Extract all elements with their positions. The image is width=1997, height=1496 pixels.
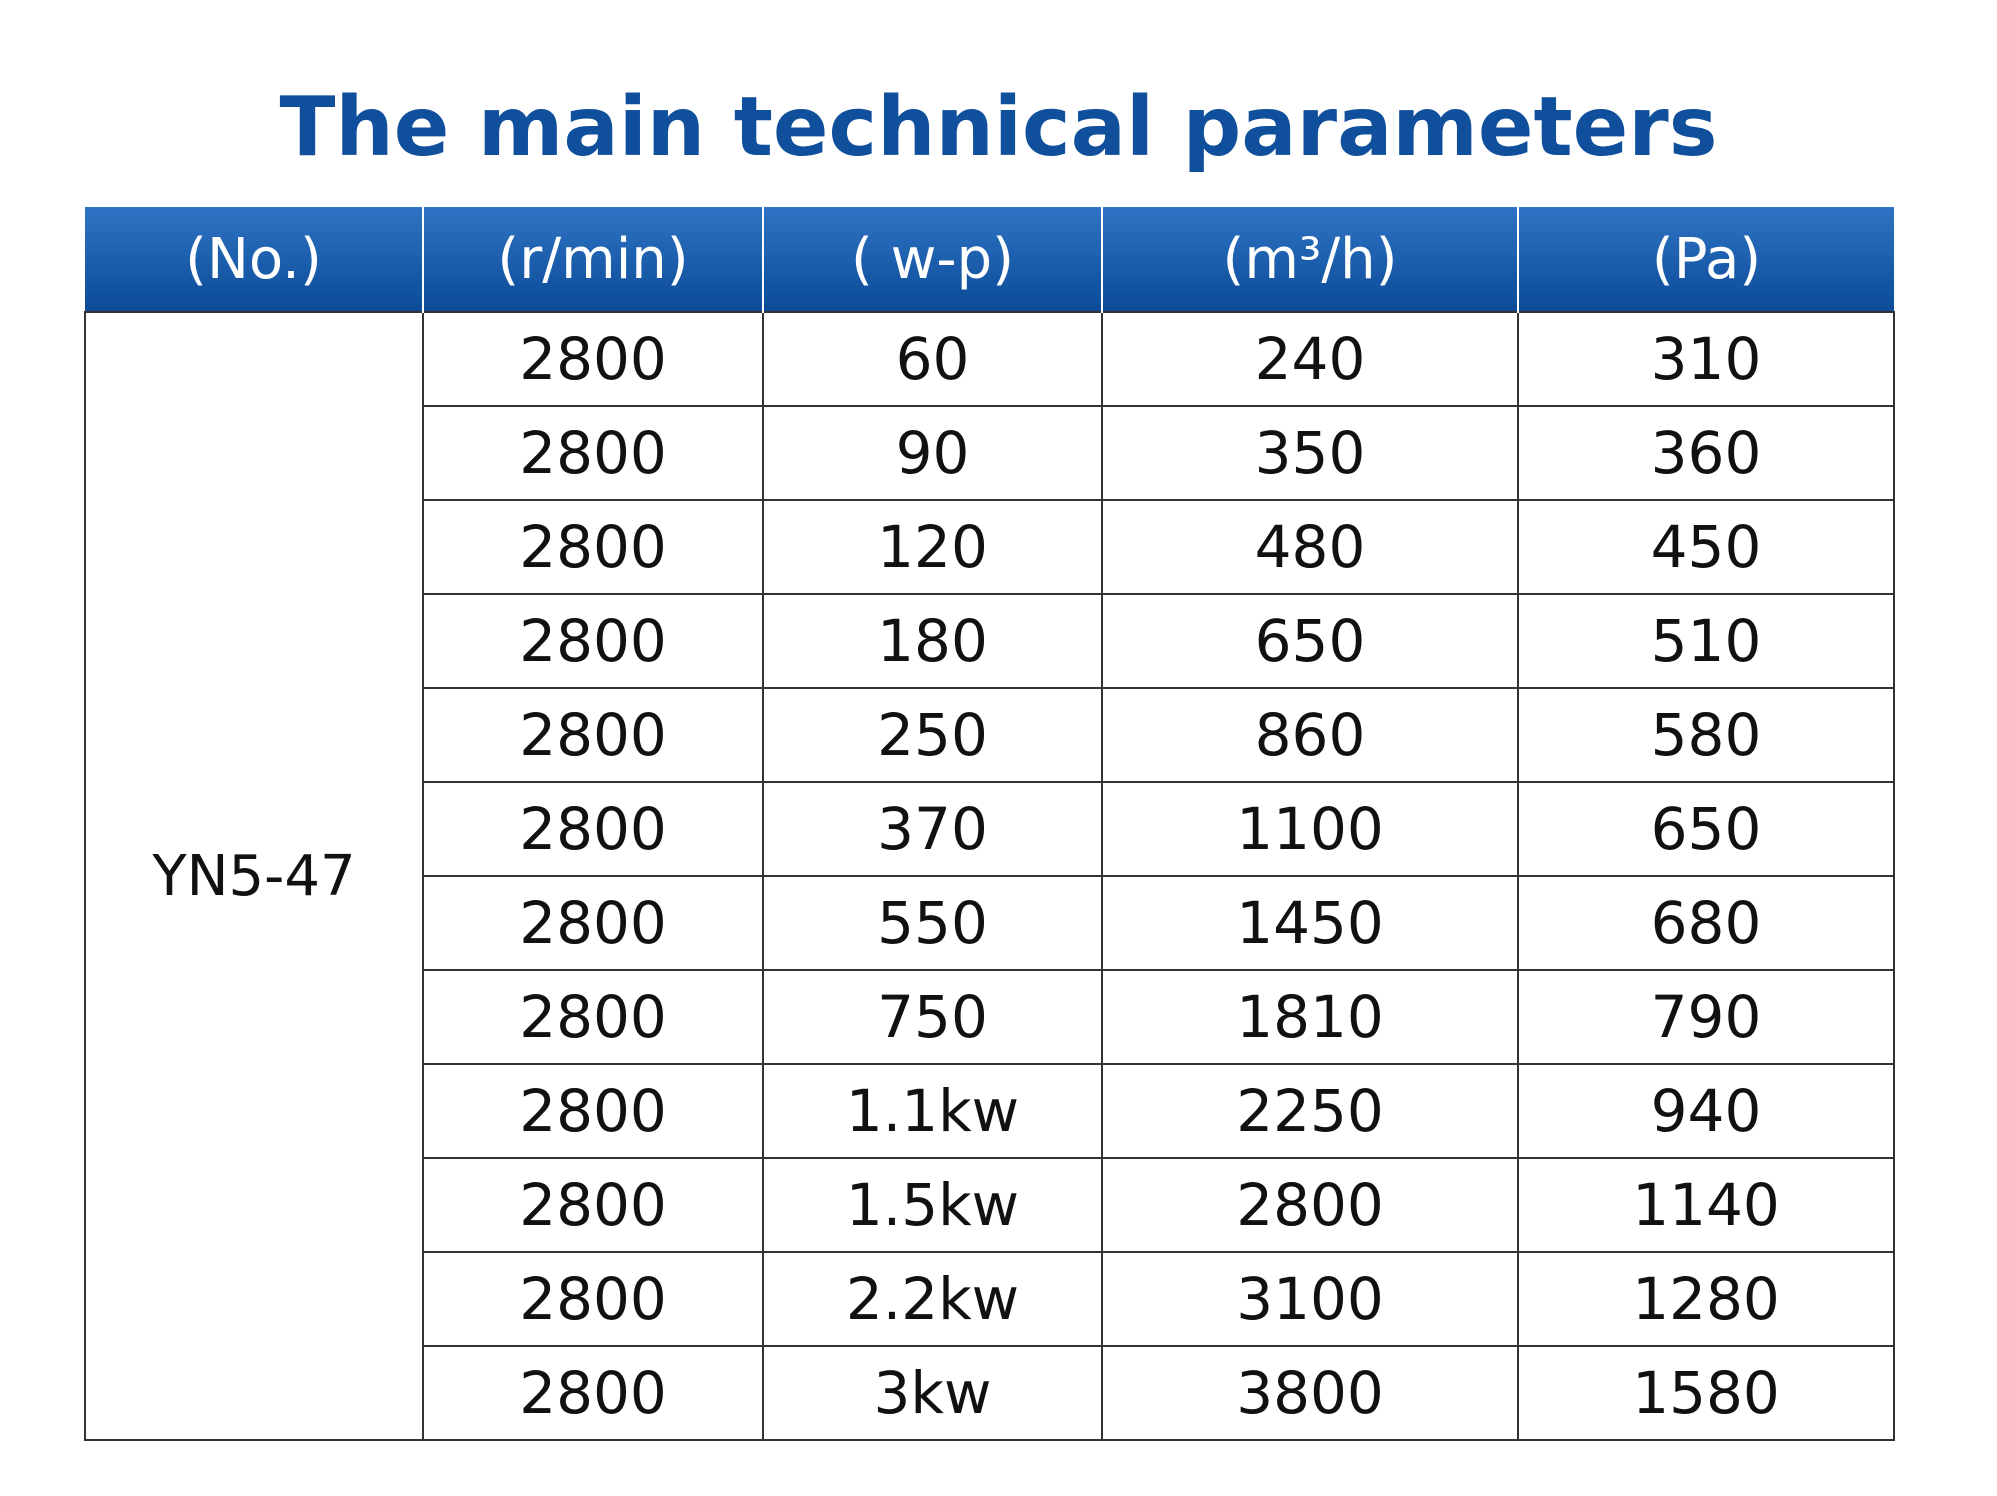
table-cell: 90 — [762, 405, 1103, 501]
table-cell: 360 — [1517, 405, 1895, 501]
table-cell: 480 — [1101, 499, 1519, 595]
table-cell: 860 — [1101, 687, 1519, 783]
table-cell: 2800 — [422, 593, 764, 689]
table-cell: 60 — [762, 311, 1103, 407]
table-cell: 2800 — [422, 1063, 764, 1159]
table-cell: 310 — [1517, 311, 1895, 407]
table-cell: 510 — [1517, 593, 1895, 689]
table-row: 2800 90 350 360 — [85, 405, 1895, 501]
table-cell: 1810 — [1101, 969, 1519, 1065]
table-cell: 250 — [762, 687, 1103, 783]
header-cell: ( w-p) — [762, 207, 1102, 312]
table-cell: 1140 — [1517, 1157, 1895, 1253]
table-cell: 650 — [1517, 781, 1895, 877]
table-row: 2800 750 1810 790 — [85, 969, 1895, 1065]
table-cell: 790 — [1517, 969, 1895, 1065]
table-row: 2800 1.1kw 2250 940 — [85, 1063, 1895, 1159]
table-cell: 680 — [1517, 875, 1895, 971]
table-cell: 2800 — [422, 781, 764, 877]
table-cell: 450 — [1517, 499, 1895, 595]
table-cell: 3800 — [1101, 1345, 1519, 1441]
table-row: 2800 250 860 580 — [85, 687, 1895, 783]
table-cell: 2800 — [422, 875, 764, 971]
header-cell: (m³/h) — [1101, 207, 1518, 312]
parameters-table: (No.) (r/min)( w-p) (m³/h) (Pa) YN5-47 2800 6… — [84, 207, 1895, 1441]
table-cell: 2.2kw — [762, 1251, 1103, 1347]
table-row: YN5-47 2800 60 240 310 — [84, 311, 1895, 1441]
table-cell: 3kw — [762, 1345, 1103, 1441]
table-cell: 180 — [762, 593, 1103, 689]
table-cell: 1450 — [1101, 875, 1519, 971]
header-cell: (r/min) — [422, 207, 763, 312]
table-cell: 350 — [1101, 405, 1519, 501]
table-cell: 3100 — [1101, 1251, 1519, 1347]
table-cell: 2800 — [422, 311, 764, 407]
table-cell: 2800 — [422, 405, 764, 501]
table-cell: 550 — [762, 875, 1103, 971]
model-cell: YN5-47 — [84, 311, 424, 1441]
table-cell: 1.5kw — [762, 1157, 1103, 1253]
table-cell: 120 — [762, 499, 1103, 595]
table-cell: 940 — [1517, 1063, 1895, 1159]
header-row: (No.) (r/min)( w-p) (m³/h) (Pa) — [85, 207, 1894, 312]
table-row: 2800 180 650 510 — [85, 593, 1895, 689]
table-cell: 370 — [762, 781, 1103, 877]
header-cell: (No.) — [85, 207, 423, 312]
table-cell: 750 — [762, 969, 1103, 1065]
table-row: 2800 550 1450 680 — [85, 875, 1895, 971]
header-cell: (Pa) — [1517, 207, 1894, 312]
table-cell: 2800 — [422, 1251, 764, 1347]
table-cell: 1280 — [1517, 1251, 1895, 1347]
table-cell: 240 — [1101, 311, 1519, 407]
table-cell: 1100 — [1101, 781, 1519, 877]
table-cell: 2250 — [1101, 1063, 1519, 1159]
table-cell: 2800 — [422, 1345, 764, 1441]
table-row: 2800 3kw 3800 1580 — [85, 1345, 1895, 1441]
table-cell: 2800 — [422, 1157, 764, 1253]
table-cell: 2800 — [422, 969, 764, 1065]
table-row: 2800 1.5kw 2800 1140 — [85, 1157, 1895, 1253]
table-cell: 2800 — [422, 499, 764, 595]
table-cell: 1.1kw — [762, 1063, 1103, 1159]
table-row: 2800 2.2kw 3100 1280 — [85, 1251, 1895, 1347]
table-cell: 650 — [1101, 593, 1519, 689]
title: The main technical parameters — [279, 80, 1718, 175]
table-cell: 1580 — [1517, 1345, 1895, 1441]
table-cell: 2800 — [1101, 1157, 1519, 1253]
table-body: YN5-47 2800 60 240 310 2800 90 350 360 2800 120 480… — [84, 311, 1895, 1441]
table-row: 2800 370 1100 650 — [85, 781, 1895, 877]
table-cell: 580 — [1517, 687, 1895, 783]
table-row: 2800 120 480 450 — [85, 499, 1895, 595]
table-cell: 2800 — [422, 687, 764, 783]
